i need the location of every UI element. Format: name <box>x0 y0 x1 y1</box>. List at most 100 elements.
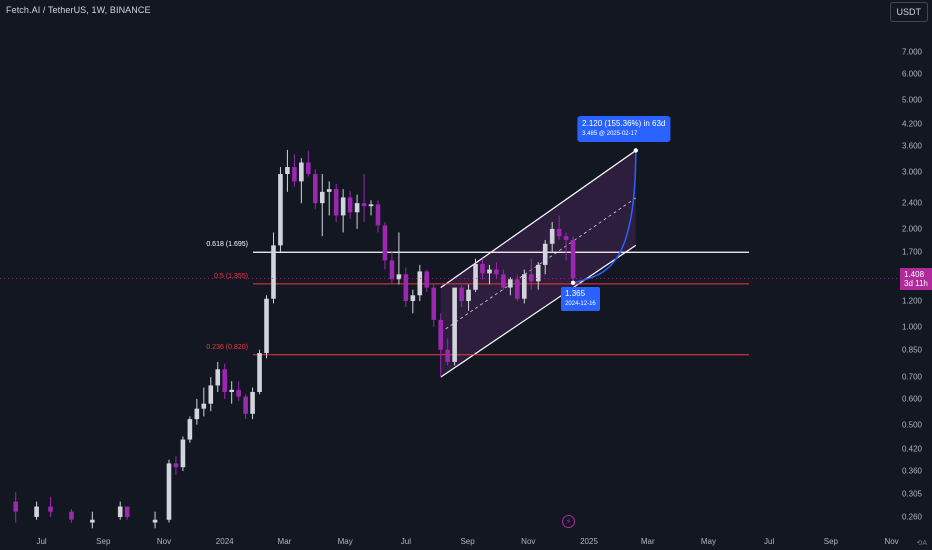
price-tick-label: 7.000 <box>901 47 922 57</box>
candle <box>117 501 123 520</box>
candle <box>333 183 339 223</box>
candle <box>438 313 443 378</box>
candle <box>306 150 311 177</box>
candle <box>187 416 193 443</box>
fib-levels <box>253 251 749 356</box>
time-tick-label: Nov <box>521 537 536 546</box>
price-tick-label: 2.000 <box>901 224 922 234</box>
candle <box>229 381 234 404</box>
projection-start-point <box>570 280 576 286</box>
candle <box>396 232 402 285</box>
auto-scale-icon[interactable]: ⟲A <box>916 540 927 547</box>
candle <box>410 289 416 314</box>
projection-path <box>572 150 637 284</box>
price-tick-label: 0.360 <box>901 466 922 476</box>
candle <box>299 158 304 204</box>
candle <box>124 506 130 520</box>
candle <box>570 236 576 283</box>
candle <box>515 274 520 302</box>
low-point-date: 2024-12-16 <box>565 300 596 307</box>
candle <box>69 509 74 523</box>
candle <box>522 269 527 304</box>
candle <box>173 456 179 476</box>
candle <box>542 239 548 275</box>
price-tick-label: 0.700 <box>901 372 922 382</box>
candle <box>431 283 437 327</box>
candle <box>166 459 172 523</box>
candle <box>264 295 269 359</box>
candle <box>201 387 207 417</box>
candle <box>382 222 388 270</box>
candle <box>13 492 18 523</box>
candle <box>340 189 346 233</box>
time-tick-label: May <box>700 537 716 546</box>
candle <box>285 149 290 192</box>
candle <box>34 501 39 520</box>
candle <box>445 338 450 366</box>
time-tick-label: Jul <box>764 537 775 546</box>
price-tick-label: 6.000 <box>901 69 922 79</box>
candle <box>326 181 332 216</box>
time-tick-label: 2025 <box>580 537 598 546</box>
price-tick-label: 4.200 <box>901 119 922 129</box>
candle <box>459 285 464 308</box>
currency-button[interactable]: USDT <box>889 2 928 22</box>
candle <box>271 232 276 304</box>
countdown-value: 3d 11h <box>904 279 928 289</box>
time-tick-label: 2024 <box>215 537 234 546</box>
candle <box>48 496 53 517</box>
candle <box>466 284 471 311</box>
lightning-icon[interactable]: ⚡ <box>562 515 575 528</box>
fib-level-label: 0.5 (1.355) <box>214 272 248 280</box>
fib-level-label: 0.236 (0.820) <box>206 343 248 351</box>
candle <box>563 232 569 261</box>
price-tick-label: 1.700 <box>901 247 922 257</box>
price-tick-label: 0.260 <box>901 512 922 522</box>
candle <box>236 381 241 402</box>
price-tick-label: 1.000 <box>901 322 922 332</box>
time-tick-label: Jul <box>36 537 47 546</box>
candle <box>194 398 200 425</box>
fib-level-label: 0.618 (1.695) <box>206 241 248 249</box>
symbol-title[interactable]: Fetch.AI / TetherUS, 1W, BINANCE <box>6 5 151 15</box>
time-tick-label: May <box>337 537 353 546</box>
price-tick-label: 1.200 <box>901 296 922 306</box>
candle <box>243 394 248 420</box>
candle <box>180 436 186 472</box>
channel-upper-line <box>440 149 637 289</box>
candle <box>208 377 214 412</box>
time-tick-label: Nov <box>156 537 172 546</box>
time-tick-label: Jul <box>400 537 411 546</box>
time-tick-label: Sep <box>823 537 838 546</box>
candle <box>312 169 318 210</box>
candle <box>480 258 485 280</box>
projection-sub-text: 3.485 @ 2025-02-17 <box>582 131 638 138</box>
candle <box>535 262 541 290</box>
candle <box>452 287 457 366</box>
candle <box>494 262 499 280</box>
low-point-label[interactable]: 1.365 2024-12-16 <box>561 286 600 311</box>
candle <box>368 200 374 216</box>
price-tick-label: 3.000 <box>901 167 922 177</box>
time-tick-label: Mar <box>277 537 292 546</box>
candle <box>487 264 492 285</box>
candle <box>319 174 325 237</box>
candle <box>90 511 95 529</box>
candle <box>508 277 513 296</box>
candle <box>354 194 360 229</box>
candle <box>361 174 367 223</box>
candle <box>473 258 478 292</box>
candle <box>250 387 255 420</box>
candle <box>403 267 409 308</box>
price-tick-label: 0.600 <box>901 394 922 404</box>
candle <box>292 153 297 187</box>
candle <box>417 264 423 302</box>
price-tick-label: 2.400 <box>901 198 922 208</box>
candle <box>389 251 395 285</box>
projection-label[interactable]: 2.120 (155.36%) in 63d 3.485 @ 2025-02-1… <box>577 116 671 143</box>
price-tick-label: 0.305 <box>901 489 922 499</box>
current-price-tag: 1.408 3d 11h <box>900 268 932 291</box>
candle <box>347 190 353 219</box>
candle <box>375 200 381 233</box>
